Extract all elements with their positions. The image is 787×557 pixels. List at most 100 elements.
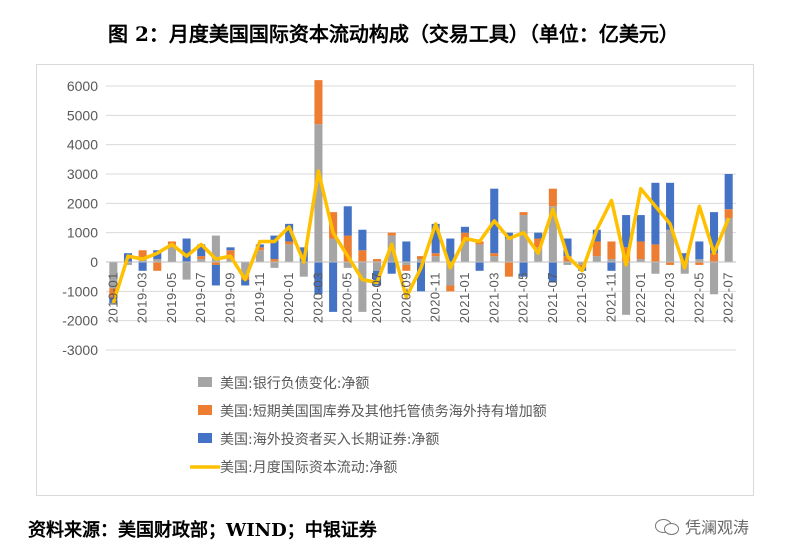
x-tick-label: 2021-03 <box>486 272 501 323</box>
chart-frame <box>36 64 754 496</box>
bar-segment <box>314 80 323 125</box>
x-tick-label: 2020-03 <box>310 272 325 323</box>
bar-segment <box>563 262 572 265</box>
series-line-total <box>111 169 731 304</box>
bar-segment <box>446 262 455 286</box>
bar-segment <box>578 262 587 265</box>
bar-segment <box>182 262 191 280</box>
source-note: 资料来源：美国财政部；WIND；中银证券 <box>28 520 377 541</box>
bar-segment <box>709 262 719 295</box>
bar-segment <box>109 262 118 289</box>
bar-segment <box>534 238 543 248</box>
x-tick-label: 2022-05 <box>691 272 706 323</box>
bar-segment <box>563 238 572 257</box>
bar-segment <box>534 232 543 239</box>
bar-segment <box>226 259 235 262</box>
bar-segment <box>548 262 557 283</box>
bar-segment <box>226 247 235 251</box>
bar-segment <box>138 262 147 271</box>
bar-segment <box>519 212 528 216</box>
bar-segment <box>358 250 367 262</box>
bar-segment <box>241 262 250 277</box>
legend-label: 美国:月度国际资本流动:净额 <box>220 460 397 476</box>
bar-segment <box>490 256 499 262</box>
x-tick-label: 2019-07 <box>193 272 208 323</box>
bar-segment <box>402 262 411 265</box>
bar-segment <box>197 244 206 257</box>
bar-segment <box>109 288 118 298</box>
x-tick-label: 2021-05 <box>516 272 531 323</box>
bar-segment <box>695 259 704 262</box>
bar-segment <box>373 259 382 262</box>
y-tick-label: 1000 <box>67 225 98 241</box>
x-tick-label: 2021-09 <box>574 272 589 323</box>
bar-segment <box>709 253 719 262</box>
bar-segment <box>460 241 469 262</box>
bar-segment <box>138 250 147 260</box>
x-tick-label: 2022-07 <box>721 272 736 323</box>
bar-segment <box>607 262 616 271</box>
bar-segment <box>241 279 250 286</box>
bar-segment <box>475 262 484 271</box>
bar-segment <box>343 262 352 268</box>
legend-label: 美国:海外投资者买入长期证券:净额 <box>220 432 439 448</box>
legend-swatch <box>198 433 212 443</box>
bar-segment <box>255 247 264 251</box>
bar-segment <box>622 262 631 315</box>
bar-segment <box>504 262 513 277</box>
bar-segment <box>592 229 601 242</box>
bar-segment <box>167 247 176 262</box>
legend-label: 美国:银行负债变化:净额 <box>220 376 369 392</box>
bar-segment <box>387 232 396 236</box>
bar-segment <box>431 223 440 254</box>
y-tick-label: 5000 <box>67 107 98 123</box>
bar-segment <box>622 247 631 262</box>
bar-segment <box>123 262 133 265</box>
x-tick-label: 2021-07 <box>545 272 560 323</box>
bar-segment <box>636 259 645 262</box>
watermark-text: 凭澜观涛 <box>685 518 750 537</box>
bar-segment <box>680 253 689 262</box>
bar-segment <box>314 124 323 262</box>
bar-segment <box>636 215 645 242</box>
bar-segment <box>153 262 162 271</box>
x-tick-label: 2020-11 <box>428 272 443 322</box>
bar-segment <box>607 241 616 260</box>
bar-segment <box>563 256 572 262</box>
bar-segment <box>519 215 528 262</box>
bar-segment <box>358 229 367 251</box>
bar-segment <box>666 229 675 262</box>
bar-segment <box>636 241 645 260</box>
bar-segment <box>431 256 440 262</box>
bar-segment <box>211 264 220 286</box>
bar-segment <box>299 262 308 277</box>
bar-segment <box>504 238 513 262</box>
bar-segment <box>285 244 294 262</box>
bar-segment <box>607 259 616 262</box>
bar-segment <box>211 262 220 265</box>
y-tick-label: -3000 <box>62 342 98 358</box>
bar-segment <box>270 262 279 268</box>
bar-segment <box>622 215 631 248</box>
bar-segment <box>666 182 675 230</box>
y-tick-label: -2000 <box>62 313 98 329</box>
bar-segment <box>592 241 601 257</box>
bar-segment <box>651 262 660 274</box>
bar-segment <box>504 232 513 239</box>
wechat-icon <box>655 517 679 535</box>
bar-segment <box>329 238 338 262</box>
bar-segment <box>197 259 206 262</box>
bar-segment <box>695 241 704 260</box>
x-tick-label: 2021-11 <box>603 272 618 322</box>
x-tick-label: 2020-05 <box>340 272 355 323</box>
x-tick-label: 2019-05 <box>164 272 179 323</box>
bar-segment <box>592 256 601 262</box>
bar-segment <box>666 262 675 265</box>
legend-swatch <box>198 405 212 415</box>
x-tick-label: 2020-01 <box>281 272 296 323</box>
bar-segment <box>402 264 411 271</box>
bar-segment <box>416 262 426 292</box>
bar-segment <box>416 256 426 260</box>
bar-segment <box>416 259 426 262</box>
